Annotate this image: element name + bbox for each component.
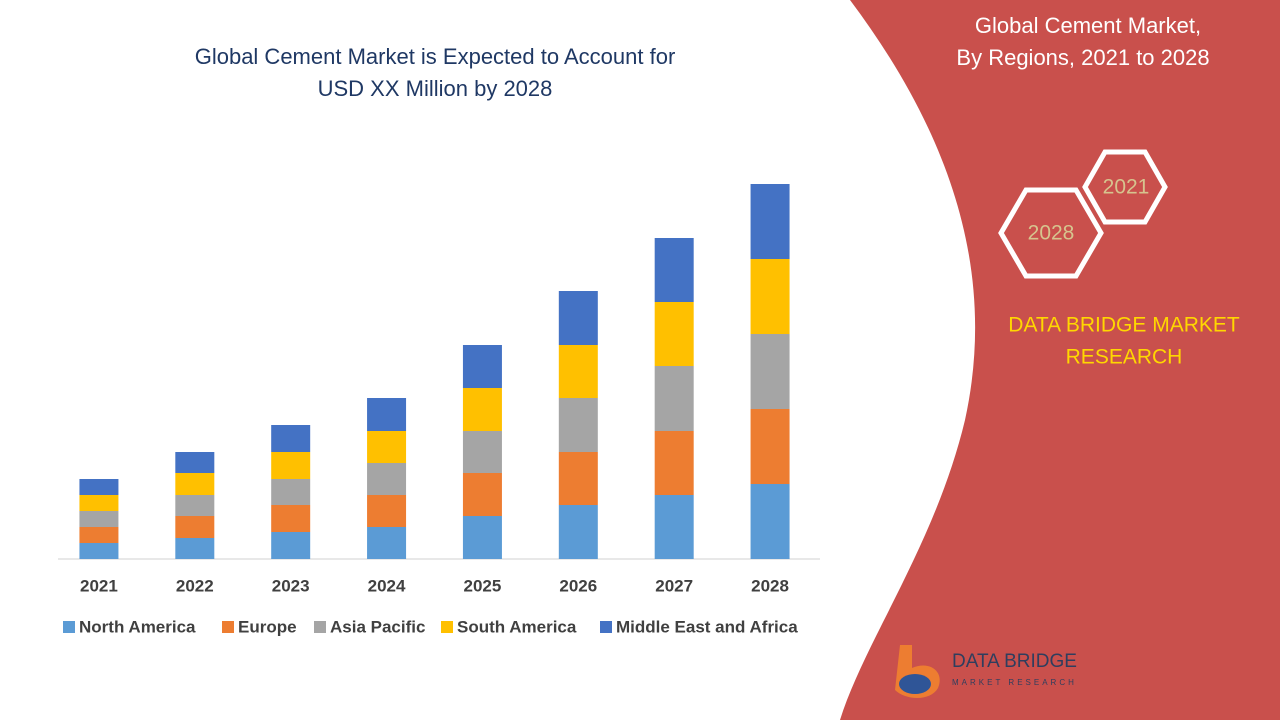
red-panel — [840, 0, 1280, 720]
bar-segment — [750, 484, 790, 559]
bar-segment — [558, 505, 598, 559]
bar-segment — [750, 259, 790, 334]
bar-segment — [175, 538, 215, 559]
bar-segment — [654, 366, 694, 431]
bar-segment — [79, 479, 119, 495]
legend-swatch — [314, 621, 326, 633]
bar-segment — [79, 495, 119, 511]
hexagon — [1082, 149, 1168, 225]
chart-title: Global Cement Market is Expected to Acco… — [195, 44, 676, 69]
bar-segment — [654, 495, 694, 559]
bar-segment — [175, 452, 215, 473]
bar-segment — [462, 345, 502, 388]
legend-swatch — [63, 621, 75, 633]
x-tick-label: 2025 — [464, 576, 502, 595]
x-tick-label: 2024 — [368, 576, 406, 595]
x-tick-label: 2022 — [176, 576, 214, 595]
bar-segment — [367, 495, 407, 527]
bar-segment — [558, 345, 598, 398]
x-tick-label: 2026 — [559, 576, 597, 595]
bar-segment — [175, 516, 215, 538]
bar-segment — [175, 495, 215, 516]
hex-label: 2028 — [1028, 222, 1075, 245]
legend-label: Europe — [238, 617, 297, 636]
bar-segment — [271, 452, 311, 479]
legend-swatch — [600, 621, 612, 633]
bar-segment — [750, 334, 790, 409]
bar-segment — [79, 527, 119, 543]
bar-segment — [654, 302, 694, 366]
legend-swatch — [222, 621, 234, 633]
bar-segment — [750, 409, 790, 484]
bar-segment — [558, 291, 598, 345]
hexagon — [998, 187, 1104, 279]
bar-segment — [462, 516, 502, 559]
chart-title: USD XX Million by 2028 — [318, 76, 553, 101]
bar-segment — [367, 463, 407, 495]
legend-label: North America — [79, 617, 196, 636]
legend-label: Middle East and Africa — [616, 617, 798, 636]
legend-swatch — [441, 621, 453, 633]
bar-segment — [558, 398, 598, 452]
x-tick-label: 2028 — [751, 576, 789, 595]
x-tick-label: 2027 — [655, 576, 693, 595]
x-tick-label: 2023 — [272, 576, 310, 595]
logo-name: DATA BRIDGE — [952, 651, 1077, 672]
logo-mark — [899, 674, 931, 694]
bar-segment — [271, 505, 311, 532]
hex-label: 2021 — [1103, 176, 1150, 199]
bar-segment — [654, 431, 694, 495]
bar-segment — [558, 452, 598, 505]
bar-segment — [462, 388, 502, 431]
panel-heading: Global Cement Market, — [975, 13, 1201, 38]
bar-segment — [271, 532, 311, 559]
x-tick-label: 2021 — [80, 576, 118, 595]
brand-text: DATA BRIDGE MARKET — [1008, 314, 1240, 337]
logo-tagline: MARKET RESEARCH — [952, 678, 1077, 687]
bar-segment — [367, 431, 407, 463]
bar-segment — [271, 425, 311, 452]
bar-segment — [750, 184, 790, 259]
bar-segment — [367, 398, 407, 431]
logo: DATA BRIDGE MARKET RESEARCH — [895, 645, 1077, 698]
bar-segment — [462, 431, 502, 473]
legend-label: Asia Pacific — [330, 617, 425, 636]
bar-segment — [654, 238, 694, 302]
bar-segment — [271, 479, 311, 505]
bar-segment — [462, 473, 502, 516]
bar-segment — [367, 527, 407, 559]
brand-text: RESEARCH — [1066, 346, 1183, 369]
legend-label: South America — [457, 617, 577, 636]
bar-segment — [79, 511, 119, 527]
bar-segment — [175, 473, 215, 495]
bar-segment — [79, 543, 119, 559]
panel-heading: By Regions, 2021 to 2028 — [956, 45, 1209, 70]
